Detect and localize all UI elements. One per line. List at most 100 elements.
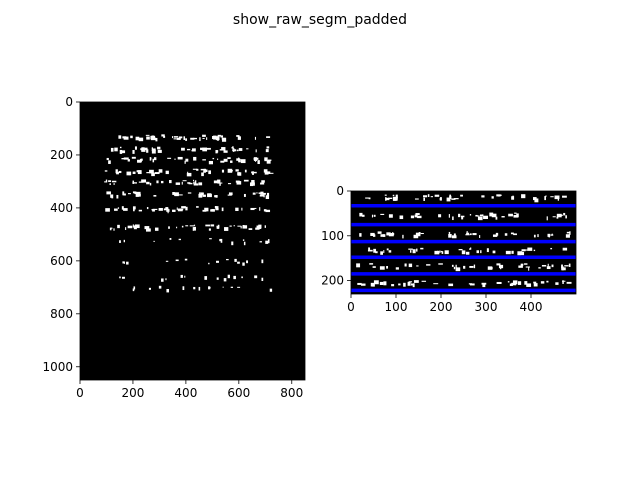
left-ink-mark xyxy=(173,138,177,140)
left-ink-mark xyxy=(148,287,151,290)
left-ink-mark xyxy=(237,136,241,140)
right-ink-mark xyxy=(418,232,421,235)
left-ink-mark xyxy=(172,192,175,195)
left-ink-mark xyxy=(203,170,206,173)
left-ink-mark xyxy=(126,261,129,265)
left-ink-mark xyxy=(259,241,262,243)
right-ink-mark xyxy=(545,195,547,197)
left-ink-mark xyxy=(256,192,258,194)
left-ink-mark xyxy=(192,227,195,231)
right-ink-mark xyxy=(556,213,562,218)
right-ink-mark xyxy=(528,267,530,271)
right-ink-mark xyxy=(473,264,476,269)
left-ink-mark xyxy=(120,150,126,154)
left-x-axis: 0 200 400 600 800 xyxy=(76,380,303,400)
right-ink-mark xyxy=(365,197,370,199)
left-ink-mark xyxy=(144,226,150,230)
left-ink-mark xyxy=(138,137,144,142)
left-ink-mark xyxy=(130,135,133,139)
left-ink-mark xyxy=(219,182,221,186)
right-ink-mark xyxy=(441,251,444,254)
right-ink-mark xyxy=(465,251,470,255)
right-ink-mark xyxy=(556,216,559,219)
right-ink-mark xyxy=(521,194,526,199)
left-ink-mark xyxy=(172,136,174,139)
left-ink-mark xyxy=(156,180,159,184)
left-ink-mark xyxy=(134,146,137,150)
left-ink-mark xyxy=(119,146,122,149)
right-ink-mark xyxy=(511,250,514,254)
left-ink-mark xyxy=(144,147,148,151)
left-ink-mark xyxy=(113,183,115,185)
left-ink-mark xyxy=(202,134,206,137)
left-ink-mark xyxy=(106,191,111,195)
left-ink-mark xyxy=(186,172,192,177)
left-ink-mark xyxy=(210,224,215,227)
left-ink-mark xyxy=(258,192,261,194)
left-ink-mark xyxy=(227,168,233,173)
right-ink-mark xyxy=(386,248,389,251)
right-ink-mark xyxy=(444,250,449,255)
left-ink-mark xyxy=(199,137,201,142)
left-ink-mark xyxy=(200,147,203,150)
left-ink-mark xyxy=(234,258,237,262)
right-ink-mark xyxy=(448,283,454,287)
left-ink-mark xyxy=(214,195,218,198)
left-ink-mark xyxy=(206,147,211,150)
right-ink-mark xyxy=(564,265,569,267)
left-ink-mark xyxy=(266,160,271,164)
right-ink-mark xyxy=(524,263,528,265)
right-ink-mark xyxy=(446,197,451,202)
left-ink-mark xyxy=(135,136,140,141)
right-ink-mark xyxy=(461,250,466,255)
left-x-tick-label: 0 xyxy=(76,386,84,400)
left-ink-mark xyxy=(127,159,130,162)
left-ink-mark xyxy=(263,209,267,212)
right-image-panel: 0 100 200 300 400 0 100 200 xyxy=(321,184,577,314)
left-ink-mark xyxy=(117,224,120,229)
left-ink-mark xyxy=(219,238,222,242)
right-ink-mark xyxy=(451,264,454,267)
right-x-tick-label: 100 xyxy=(385,300,408,314)
left-ink-mark xyxy=(216,260,219,263)
left-ink-mark xyxy=(105,208,110,212)
left-ink-mark xyxy=(242,225,248,229)
left-ink-mark xyxy=(208,170,211,175)
left-ink-mark xyxy=(116,194,119,199)
left-ink-mark xyxy=(108,160,111,164)
left-ink-mark xyxy=(153,195,157,197)
left-ink-mark xyxy=(263,193,265,198)
left-ink-mark xyxy=(183,206,186,209)
right-ink-mark xyxy=(427,194,430,198)
right-ink-mark xyxy=(507,281,510,283)
right-ink-mark xyxy=(426,264,431,266)
right-y-tick-label: 100 xyxy=(321,229,344,243)
left-ink-mark xyxy=(238,157,240,160)
left-ink-mark xyxy=(146,172,151,174)
right-ink-mark xyxy=(409,250,412,253)
left-x-tick-label: 800 xyxy=(280,386,303,400)
left-ink-mark xyxy=(265,195,270,200)
right-ink-mark xyxy=(438,214,442,218)
left-ink-mark xyxy=(217,179,221,183)
right-ink-mark xyxy=(370,232,375,236)
right-ink-mark xyxy=(513,233,517,236)
left-ink-mark xyxy=(154,227,159,231)
left-ink-mark xyxy=(165,278,167,281)
right-ink-mark xyxy=(537,234,539,238)
right-ink-mark xyxy=(357,282,362,285)
right-ink-mark xyxy=(533,283,538,287)
right-ink-mark xyxy=(408,248,413,250)
left-ink-mark xyxy=(217,134,221,137)
left-ink-mark xyxy=(123,157,129,160)
left-ink-mark xyxy=(223,278,227,282)
left-ink-mark xyxy=(227,157,231,160)
right-ink-mark xyxy=(380,251,384,255)
right-ink-mark xyxy=(492,250,496,254)
left-ink-mark xyxy=(109,183,111,186)
right-ink-mark xyxy=(384,194,387,196)
right-ink-mark xyxy=(524,281,528,285)
right-ink-mark xyxy=(452,216,454,221)
right-ink-mark xyxy=(489,212,494,217)
